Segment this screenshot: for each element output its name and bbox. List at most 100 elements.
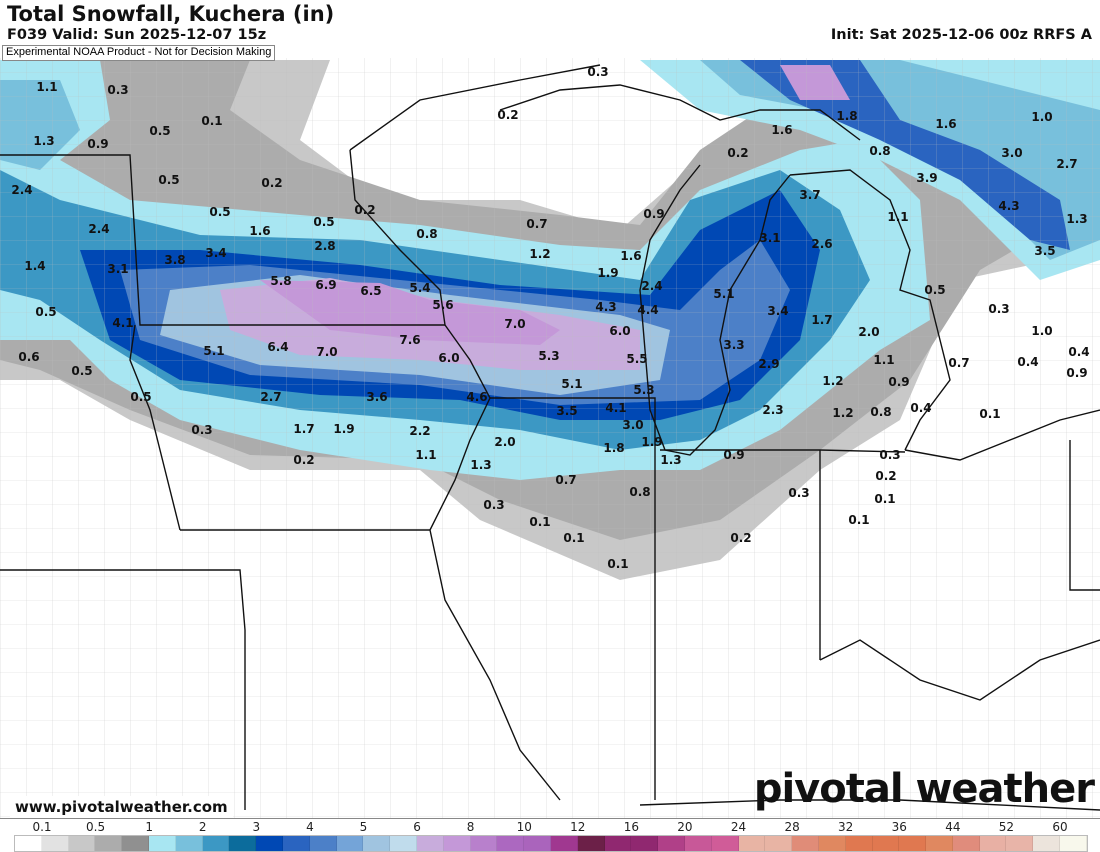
snowfall-value-label: 0.7 bbox=[948, 356, 969, 370]
snowfall-value-label: 0.3 bbox=[587, 65, 608, 79]
snowfall-value-label: 2.0 bbox=[858, 325, 879, 339]
colorbar-label: 20 bbox=[677, 820, 693, 834]
snowfall-value-label: 4.6 bbox=[466, 390, 487, 404]
colorbar-swatch bbox=[1006, 836, 1034, 851]
snowfall-value-label: 1.7 bbox=[811, 313, 832, 327]
colorbar-label: 12 bbox=[570, 820, 586, 834]
snowfall-value-label: 1.9 bbox=[641, 435, 662, 449]
init-time: Init: Sat 2025-12-06 00z RRFS A bbox=[830, 27, 1092, 43]
colorbar-swatch bbox=[952, 836, 980, 851]
snowfall-value-label: 0.9 bbox=[888, 375, 909, 389]
colorbar-swatch bbox=[818, 836, 846, 851]
snowfall-value-label: 6.9 bbox=[315, 278, 336, 292]
snowfall-value-label: 5.1 bbox=[561, 377, 582, 391]
snowfall-value-label: 3.0 bbox=[1001, 146, 1022, 160]
snowfall-value-label: 0.2 bbox=[497, 108, 518, 122]
snowfall-value-label: 1.8 bbox=[836, 109, 857, 123]
colorbar-label: 16 bbox=[623, 820, 639, 834]
colorbar-swatch bbox=[711, 836, 739, 851]
colorbar-label: 5 bbox=[359, 820, 368, 834]
snowfall-value-label: 3.3 bbox=[723, 338, 744, 352]
snowfall-value-label: 1.1 bbox=[415, 448, 436, 462]
colorbar-label: 0.1 bbox=[32, 820, 52, 834]
snowfall-value-label: 1.1 bbox=[887, 210, 908, 224]
colorbar-swatch bbox=[792, 836, 819, 851]
colorbar-label: 3 bbox=[252, 820, 261, 834]
colorbar-swatch bbox=[872, 836, 900, 851]
snowfall-value-label: 0.5 bbox=[313, 215, 334, 229]
snowfall-value-label: 3.4 bbox=[205, 246, 226, 260]
snowfall-value-label: 6.5 bbox=[360, 284, 381, 298]
snowfall-value-label: 0.2 bbox=[354, 203, 375, 217]
colorbar-swatches bbox=[14, 835, 1088, 852]
colorbar-swatch bbox=[229, 836, 257, 851]
colorbar-label: 10 bbox=[516, 820, 532, 834]
colorbar-swatch bbox=[390, 836, 417, 851]
colorbar-swatch bbox=[979, 836, 1007, 851]
snowfall-value-label: 2.4 bbox=[88, 222, 109, 236]
colorbar-swatch bbox=[577, 836, 605, 851]
colorbar-swatch bbox=[899, 836, 927, 851]
colorbar-swatch bbox=[282, 836, 310, 851]
colorbar-label: 36 bbox=[891, 820, 907, 834]
county-lines bbox=[0, 58, 1100, 818]
snowfall-value-label: 2.9 bbox=[758, 357, 779, 371]
snowfall-value-label: 5.5 bbox=[626, 352, 647, 366]
colorbar-swatch bbox=[175, 836, 203, 851]
snowfall-value-label: 1.9 bbox=[333, 422, 354, 436]
website-url[interactable]: www.pivotalweather.com bbox=[10, 796, 233, 818]
snowfall-value-label: 0.9 bbox=[1066, 366, 1087, 380]
snowfall-value-label: 1.6 bbox=[249, 224, 270, 238]
colorbar-labels: 0.1 0.5 1 2 3 4 5 6 8 10 12 16 20 24 28 32 36 44 52 60 bbox=[22, 820, 1080, 834]
snowfall-value-label: 5.4 bbox=[409, 281, 430, 295]
snowfall-value-label: 0.8 bbox=[629, 485, 650, 499]
snowfall-value-label: 2.2 bbox=[409, 424, 430, 438]
snowfall-value-label: 7.0 bbox=[504, 317, 525, 331]
snowfall-value-label: 5.1 bbox=[203, 344, 224, 358]
snowfall-value-label: 3.5 bbox=[556, 404, 577, 418]
snowfall-value-label: 1.1 bbox=[873, 353, 894, 367]
snowfall-value-label: 3.6 bbox=[366, 390, 387, 404]
valid-time: F039 Valid: Sun 2025-12-07 15z bbox=[7, 27, 267, 43]
snowfall-value-label: 5.1 bbox=[713, 287, 734, 301]
snowfall-value-label: 0.2 bbox=[730, 531, 751, 545]
snowfall-value-label: 1.2 bbox=[529, 247, 550, 261]
snowfall-value-label: 0.1 bbox=[979, 407, 1000, 421]
snowfall-value-label: 0.3 bbox=[191, 423, 212, 437]
snowfall-value-label: 3.1 bbox=[107, 262, 128, 276]
snowfall-value-label: 0.6 bbox=[18, 350, 39, 364]
snowfall-value-label: 0.1 bbox=[529, 515, 550, 529]
snowfall-value-label: 1.1 bbox=[36, 80, 57, 94]
snowfall-value-label: 6.0 bbox=[438, 351, 459, 365]
colorbar-swatch bbox=[658, 836, 685, 851]
colorbar-swatch bbox=[631, 836, 659, 851]
colorbar-swatch bbox=[926, 836, 953, 851]
snowfall-value-label: 0.2 bbox=[261, 176, 282, 190]
colorbar-swatch bbox=[309, 836, 337, 851]
colorbar-swatch bbox=[684, 836, 712, 851]
snowfall-value-label: 6.4 bbox=[267, 340, 288, 354]
colorbar-swatch bbox=[336, 836, 364, 851]
snowfall-value-label: 7.0 bbox=[316, 345, 337, 359]
colorbar-swatch bbox=[604, 836, 632, 851]
snowfall-value-label: 3.5 bbox=[1034, 244, 1055, 258]
colorbar-label: 32 bbox=[838, 820, 854, 834]
snowfall-value-label: 3.4 bbox=[767, 304, 788, 318]
snowfall-value-label: 0.8 bbox=[416, 227, 437, 241]
snowfall-value-label: 6.0 bbox=[609, 324, 630, 338]
snowfall-value-label: 0.1 bbox=[874, 492, 895, 506]
snowfall-value-label: 1.2 bbox=[832, 406, 853, 420]
snowfall-value-label: 0.5 bbox=[924, 283, 945, 297]
colorbar-swatch bbox=[443, 836, 471, 851]
colorbar-swatch bbox=[416, 836, 444, 851]
colorbar-legend: 0.1 0.5 1 2 3 4 5 6 8 10 12 16 20 24 28 32 36 44 52 60 bbox=[0, 818, 1100, 852]
colorbar-label: 60 bbox=[1052, 820, 1068, 834]
snowfall-value-label: 2.7 bbox=[1056, 157, 1077, 171]
snowfall-value-label: 2.6 bbox=[811, 237, 832, 251]
snowfall-value-label: 1.3 bbox=[1066, 212, 1087, 226]
snowfall-value-label: 0.1 bbox=[563, 531, 584, 545]
colorbar-swatch bbox=[497, 836, 525, 851]
colorbar-label: 44 bbox=[945, 820, 961, 834]
disclaimer: Experimental NOAA Product - Not for Deci… bbox=[2, 45, 276, 61]
snowfall-value-label: 1.6 bbox=[771, 123, 792, 137]
